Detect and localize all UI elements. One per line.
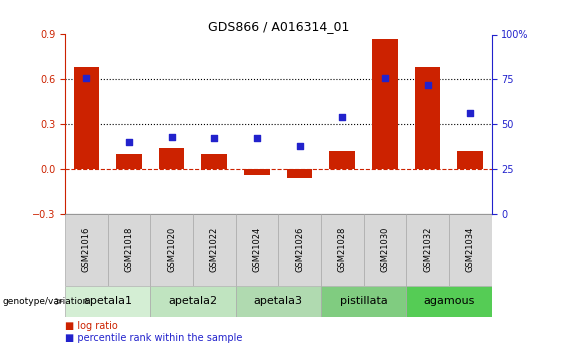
Bar	[236, 214, 278, 286]
Point	[167, 134, 176, 139]
Text: apetala2: apetala2	[168, 296, 218, 306]
Text: GSM21030: GSM21030	[380, 227, 389, 272]
Title: GDS866 / A016314_01: GDS866 / A016314_01	[207, 20, 349, 33]
Bar	[159, 148, 184, 169]
Text: ■ log ratio: ■ log ratio	[65, 321, 118, 331]
Bar	[236, 286, 321, 317]
Text: apetala1: apetala1	[83, 296, 132, 306]
Bar	[65, 214, 107, 286]
Text: GSM21032: GSM21032	[423, 227, 432, 272]
Point	[124, 139, 133, 145]
Bar	[73, 67, 99, 169]
Point	[82, 75, 91, 80]
Bar	[202, 154, 227, 169]
Bar	[406, 214, 449, 286]
Point	[380, 75, 389, 80]
Bar	[321, 286, 406, 317]
Text: GSM21028: GSM21028	[338, 227, 347, 272]
Bar	[107, 214, 150, 286]
Text: genotype/variation: genotype/variation	[3, 297, 89, 306]
Text: GSM21022: GSM21022	[210, 227, 219, 272]
Text: GSM21026: GSM21026	[295, 227, 304, 272]
Bar	[329, 151, 355, 169]
Bar	[65, 286, 150, 317]
Point	[210, 136, 219, 141]
Point	[466, 111, 475, 116]
Text: apetala3: apetala3	[254, 296, 303, 306]
Bar	[150, 286, 236, 317]
Bar	[244, 169, 270, 175]
Bar	[415, 67, 440, 169]
Point	[423, 82, 432, 88]
Bar	[372, 39, 398, 169]
Text: GSM21034: GSM21034	[466, 227, 475, 272]
Bar	[287, 169, 312, 178]
Text: agamous: agamous	[423, 296, 475, 306]
Bar	[116, 154, 142, 169]
Text: pistillata: pistillata	[340, 296, 388, 306]
Bar	[364, 214, 406, 286]
Point	[253, 136, 262, 141]
Bar	[321, 214, 364, 286]
Point	[338, 114, 347, 120]
Text: GSM21020: GSM21020	[167, 227, 176, 272]
Text: GSM21024: GSM21024	[253, 227, 262, 272]
Bar	[449, 214, 492, 286]
Text: GSM21016: GSM21016	[82, 227, 91, 272]
Point	[295, 143, 304, 148]
Bar	[279, 214, 321, 286]
Bar	[458, 151, 483, 169]
Bar	[150, 214, 193, 286]
Text: ■ percentile rank within the sample: ■ percentile rank within the sample	[65, 333, 242, 343]
Bar	[193, 214, 236, 286]
Bar	[406, 286, 492, 317]
Text: GSM21018: GSM21018	[124, 227, 133, 272]
